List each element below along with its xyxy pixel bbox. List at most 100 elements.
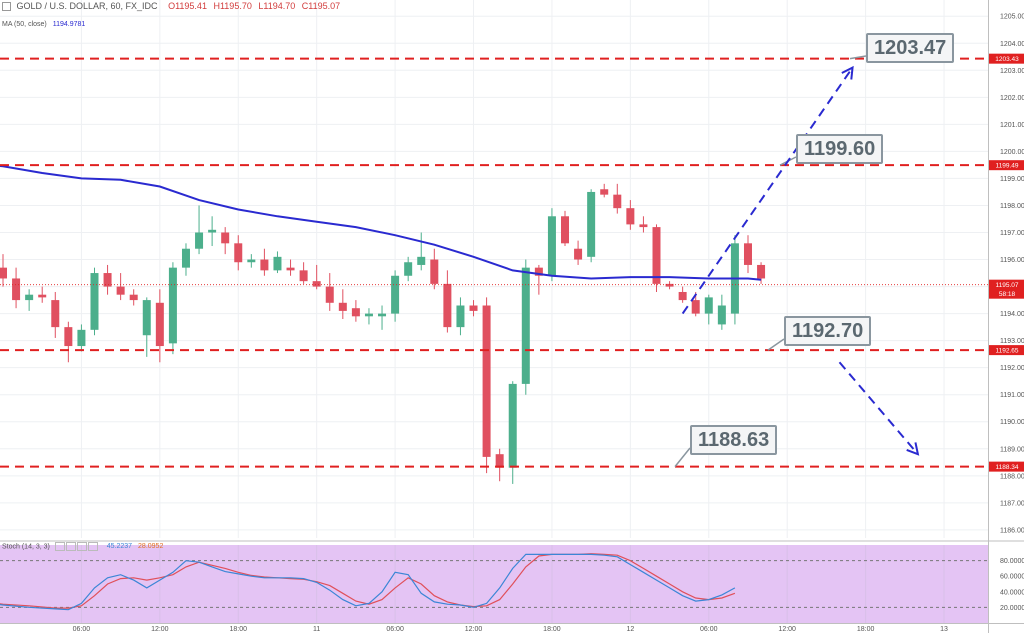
arrow-head: [841, 65, 854, 80]
candle-bear: [534, 267, 543, 276]
time-tick-label: 11: [313, 626, 320, 633]
price-tick-label: 1192.00: [1000, 365, 1024, 372]
stoch-tick-label: 80.0000: [1000, 558, 1024, 565]
indicator-controls[interactable]: [54, 542, 99, 551]
bullish-arrow-line: [681, 67, 854, 315]
current-price-marker: [989, 279, 1024, 299]
candle-bull: [456, 305, 465, 328]
candle-bear: [443, 283, 452, 328]
candle-bull: [587, 191, 596, 257]
collapse-icon[interactable]: [2, 2, 11, 12]
price-tick-label: 1189.00: [1000, 446, 1024, 453]
candle-bull: [364, 313, 373, 317]
price-tick-label: 1200.00: [1000, 149, 1024, 156]
candle-bear: [482, 305, 491, 457]
stoch-tick-label: 20.0000: [1000, 605, 1024, 612]
time-tick-label: 12:00: [151, 626, 169, 633]
candle-bull: [77, 329, 86, 347]
high-value: H1195.70: [213, 1, 252, 11]
candle-bull: [90, 273, 99, 330]
price-tick-label: 1197.00: [1000, 230, 1024, 237]
price-tick-label: 1203.00: [1000, 68, 1024, 75]
level-axis-marker: [989, 53, 1024, 64]
level-axis-marker: [989, 461, 1024, 472]
candle-bull: [704, 297, 713, 314]
price-tick-label: 1198.00: [1000, 203, 1024, 210]
candle-bear: [155, 302, 164, 347]
symbol-header: GOLD / U.S. DOLLAR, 60, FX_IDC O1195.41 …: [2, 1, 344, 12]
candle-bull: [508, 383, 517, 468]
stoch-tick-label: 40.0000: [1000, 589, 1024, 596]
price-tick-label: 1186.00: [1000, 527, 1024, 534]
candle-bull: [378, 313, 387, 317]
candle-bear: [691, 300, 700, 314]
price-tick-label: 1202.00: [1000, 95, 1024, 102]
candle-bear: [743, 243, 752, 265]
stoch-d-line: [0, 553, 736, 609]
open-value: O1195.41: [168, 1, 207, 11]
price-tick-label: 1204.00: [1000, 41, 1024, 48]
time-tick-label: 12: [626, 626, 634, 633]
level-axis-label: 1192.65: [995, 348, 1018, 355]
level-axis-label: 1199.49: [995, 163, 1018, 170]
close-value: C1195.07: [301, 1, 341, 11]
ma-label: MA (50, close): [2, 21, 47, 28]
candle-bear: [639, 224, 648, 228]
symbol-label: GOLD / U.S. DOLLAR, 60, FX_IDC: [16, 1, 158, 11]
level-callout-4: 1188.63: [690, 425, 778, 455]
price-tick-label: 1199.00: [1000, 176, 1024, 183]
time-tick-label: 06:00: [73, 626, 91, 633]
moving-average-line: [0, 164, 762, 281]
stoch-k-value: 45.2237: [106, 543, 133, 551]
time-tick-label: 18:00: [857, 626, 875, 633]
price-tick-label: 1201.00: [1000, 122, 1024, 129]
price-tick-label: 1205.00: [1000, 14, 1024, 21]
candle-bear: [351, 308, 360, 317]
ma-legend[interactable]: MA (50, close) 1194.9781: [2, 21, 85, 28]
candle-bull: [208, 229, 217, 233]
level-axis-marker: [989, 345, 1024, 356]
price-tick-label: 1190.00: [1000, 419, 1024, 426]
candle-bear: [299, 270, 308, 282]
price-tick-label: 1188.00: [1000, 473, 1024, 480]
candle-bull: [273, 256, 282, 271]
stoch-pane-fill: [0, 545, 988, 623]
candle-bear: [757, 264, 766, 279]
candle-bear: [286, 267, 295, 271]
candle-bear: [430, 259, 439, 284]
candle-bear: [260, 259, 269, 271]
bar-countdown-label: 58:18: [999, 291, 1016, 298]
candle-bear: [678, 291, 687, 301]
candle-bull: [247, 259, 256, 263]
callout-leader: [849, 55, 867, 60]
candle-bear: [469, 305, 478, 311]
current-price-label: 1195.07: [995, 282, 1018, 289]
candle-bull: [181, 248, 190, 268]
price-tick-label: 1191.00: [1000, 392, 1024, 399]
time-tick-label: 06:00: [700, 626, 718, 633]
stoch-d-value: 28.0952: [138, 543, 164, 551]
price-tick-label: 1193.00: [1000, 338, 1024, 345]
candle-bull: [142, 300, 151, 336]
price-tick-label: 1196.00: [1000, 257, 1024, 264]
candle-bull: [168, 267, 177, 344]
candle-bear: [495, 454, 504, 468]
stoch-legend[interactable]: Stoch (14, 3, 3) 45.2237 28.0952: [2, 542, 163, 551]
candle-bear: [129, 294, 138, 301]
level-axis-label: 1203.43: [995, 56, 1019, 63]
candle-bull: [195, 232, 204, 249]
stoch-k-line: [0, 553, 736, 611]
time-tick-label: 12:00: [465, 626, 483, 633]
candle-bull: [417, 256, 426, 265]
candle-bull: [717, 305, 726, 325]
candle-bear: [0, 267, 7, 279]
candle-bear: [51, 300, 60, 328]
candle-bear: [38, 294, 47, 298]
level-callout-1: 1203.47: [866, 33, 955, 63]
price-tick-label: 1194.00: [1000, 311, 1024, 318]
candle-bull: [25, 294, 34, 301]
stoch-label: Stoch (14, 3, 3): [2, 543, 50, 551]
callout-leader: [674, 447, 691, 468]
candle-bull: [404, 262, 413, 276]
candle-bear: [665, 283, 674, 287]
